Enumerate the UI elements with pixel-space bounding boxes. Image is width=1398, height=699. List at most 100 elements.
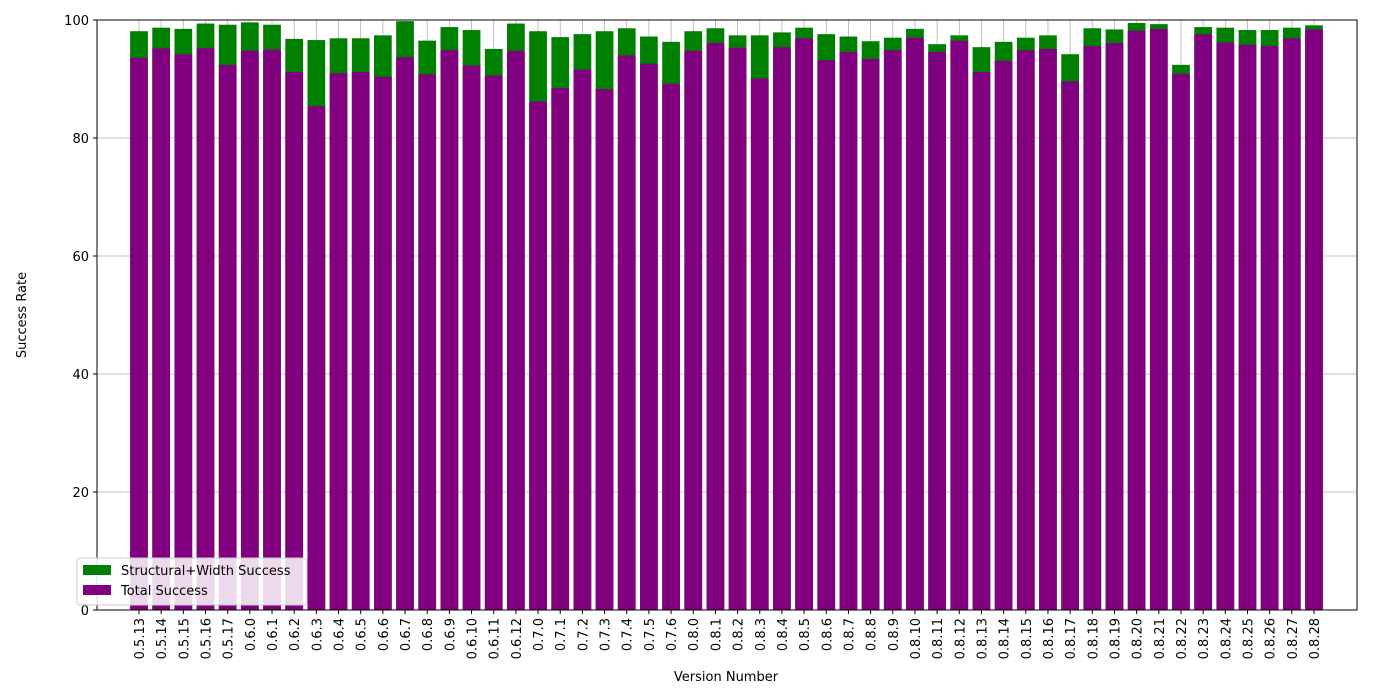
x-tick-label: 0.7.2	[576, 618, 591, 651]
bar	[174, 54, 193, 611]
bar	[1061, 81, 1079, 611]
bar	[1238, 44, 1257, 610]
x-tick-label: 0.8.7	[842, 618, 857, 651]
legend-swatch	[83, 585, 111, 595]
x-tick-label: 0.6.4	[333, 618, 348, 651]
bar	[795, 38, 813, 611]
bar	[750, 78, 769, 610]
legend-swatch	[83, 565, 111, 575]
bar	[551, 87, 570, 611]
x-tick-label: 0.6.10	[466, 618, 481, 659]
bar	[1127, 30, 1146, 611]
bar	[773, 47, 791, 610]
x-tick-label: 0.8.4	[776, 618, 791, 651]
bar	[994, 60, 1013, 610]
y-tick-label: 80	[72, 132, 89, 147]
y-axis-label: Success Rate	[15, 272, 30, 358]
x-tick-label: 0.8.16	[1042, 618, 1057, 659]
x-tick-label: 0.6.12	[510, 618, 525, 659]
x-tick-label: 0.8.13	[975, 618, 990, 659]
bar	[307, 106, 326, 610]
x-tick-label: 0.7.5	[643, 618, 658, 651]
bar	[218, 64, 237, 611]
x-tick-label: 0.6.8	[421, 618, 436, 651]
y-tick-label: 0	[81, 604, 89, 619]
x-tick-label: 0.8.26	[1264, 618, 1279, 659]
bar	[396, 57, 414, 611]
bar	[1039, 48, 1057, 611]
bar	[728, 47, 747, 611]
x-tick-label: 0.8.14	[998, 618, 1013, 659]
x-tick-label: 0.8.3	[754, 618, 769, 651]
x-tick-label: 0.8.27	[1286, 618, 1301, 659]
y-tick-label: 60	[72, 250, 89, 265]
bar	[462, 65, 481, 611]
bar	[1083, 45, 1102, 610]
bar	[329, 73, 348, 611]
bar	[1216, 42, 1235, 611]
bar	[662, 83, 680, 611]
x-tick-label: 0.6.1	[266, 618, 281, 651]
bar	[640, 63, 658, 611]
bar	[1105, 43, 1124, 610]
x-tick-label: 0.6.5	[355, 618, 370, 651]
x-tick-label: 0.7.0	[532, 618, 547, 651]
bar	[240, 50, 259, 611]
bar	[817, 60, 836, 611]
x-tick-label: 0.8.17	[1064, 618, 1079, 659]
y-tick-label: 40	[72, 368, 89, 383]
x-tick-label: 0.8.24	[1219, 618, 1234, 659]
bar	[351, 71, 370, 611]
bar	[617, 55, 636, 610]
bar	[440, 50, 459, 610]
bar	[883, 50, 902, 610]
x-tick-label: 0.8.6	[820, 618, 835, 651]
bar	[263, 49, 281, 610]
x-tick-label: 0.6.6	[377, 618, 392, 651]
x-tick-label: 0.8.10	[909, 618, 924, 659]
x-tick-label: 0.5.15	[177, 618, 192, 659]
bar	[529, 101, 547, 611]
bar	[972, 71, 991, 611]
x-tick-label: 0.8.20	[1131, 618, 1146, 659]
x-tick-label: 0.5.17	[222, 618, 237, 659]
bar	[484, 75, 503, 610]
x-tick-label: 0.8.19	[1108, 618, 1123, 659]
legend-label: Structural+Width Success	[121, 564, 291, 579]
x-tick-label: 0.8.21	[1153, 618, 1168, 659]
y-tick-label: 100	[64, 14, 89, 29]
bar	[861, 58, 880, 610]
x-tick-label: 0.8.25	[1241, 618, 1256, 659]
x-axis-label: Version Number	[674, 670, 779, 685]
x-tick-label: 0.8.8	[865, 618, 880, 651]
bar	[1282, 38, 1301, 611]
bar	[595, 89, 614, 610]
x-tick-label: 0.8.22	[1175, 618, 1190, 659]
bar	[928, 51, 946, 611]
x-tick-label: 0.8.28	[1308, 618, 1323, 659]
bar	[1260, 45, 1279, 610]
plot-frame	[96, 19, 1358, 611]
x-tick-label: 0.8.15	[1020, 618, 1035, 659]
x-tick-label: 0.8.18	[1086, 618, 1101, 659]
x-tick-label: 0.8.11	[931, 618, 946, 659]
x-tick-label: 0.8.0	[687, 618, 702, 651]
y-tick-label: 20	[72, 486, 89, 501]
legend-label: Total Success	[120, 584, 208, 599]
bar	[573, 69, 592, 610]
x-tick-label: 0.5.14	[155, 618, 170, 659]
bar	[684, 50, 703, 611]
x-tick-label: 0.6.2	[288, 618, 303, 651]
legend: Structural+Width Success Total Success	[76, 557, 308, 606]
bar	[906, 37, 924, 610]
bar	[130, 57, 148, 610]
bar	[152, 48, 171, 610]
bar	[418, 74, 437, 610]
bar	[950, 40, 969, 610]
x-tick-label: 0.8.2	[732, 618, 747, 651]
bar	[1172, 73, 1190, 610]
x-tick-label: 0.5.16	[200, 618, 215, 659]
x-tick-label: 0.6.0	[244, 618, 259, 651]
bar	[374, 76, 392, 610]
